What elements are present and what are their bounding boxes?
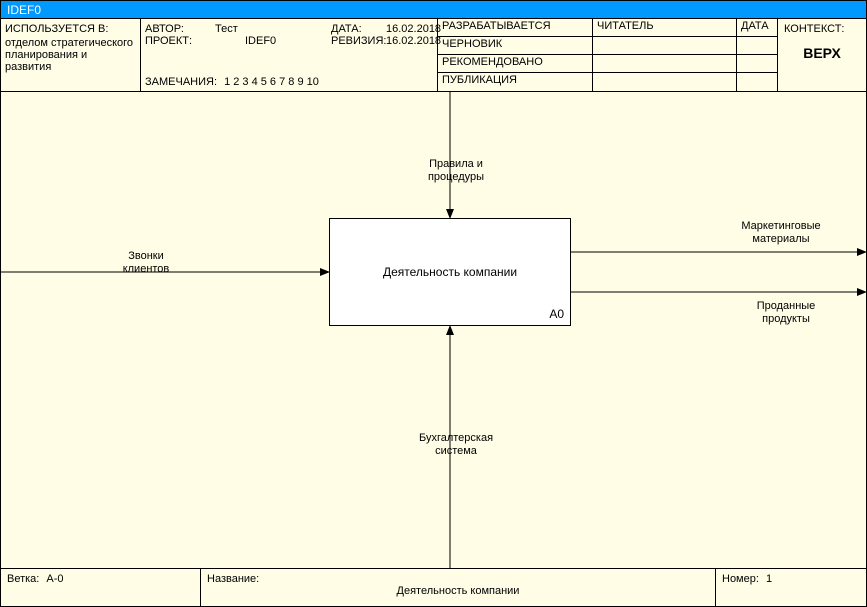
diagram-canvas: Деятельность компании A0 Звонкиклиентов … xyxy=(1,92,866,568)
input-label: Звонкиклиентов xyxy=(101,250,191,276)
activity-node-id: A0 xyxy=(549,307,564,321)
project-label: ПРОЕКТ: xyxy=(145,35,215,47)
output2-label: Проданныепродукты xyxy=(736,300,836,326)
date-label: ДАТА: xyxy=(331,23,386,35)
project-value: IDEF0 xyxy=(245,35,276,47)
context-cell: КОНТЕКСТ: ВЕРХ xyxy=(778,19,866,91)
footer-title-label: Название: xyxy=(207,573,259,585)
notes-nums: 1 2 3 4 5 6 7 8 9 10 xyxy=(224,76,319,88)
footer-number-value: 1 xyxy=(766,573,772,585)
footer-number-cell: Номер: 1 xyxy=(716,569,866,606)
activity-label: Деятельность компании xyxy=(330,265,570,279)
rev-value: 16.02.2018 xyxy=(386,35,441,47)
reader-label: ЧИТАТЕЛЬ xyxy=(593,19,737,36)
status-cell: РАЗРАБАТЫВАЕТСЯ ЧЕРНОВИК РЕКОМЕНДОВАНО П… xyxy=(438,19,593,91)
footer-node-label: Ветка: xyxy=(7,573,39,585)
control-label: Правила ипроцедуры xyxy=(416,158,496,184)
meta-cell: АВТОР: Тест ПРОЕКТ: IDEF0 ДАТА: 16.02.20… xyxy=(141,19,438,91)
header: ИСПОЛЬЗУЕТСЯ В: отделом стратегического … xyxy=(1,19,866,92)
footer-node-cell: Ветка: A-0 xyxy=(1,569,201,606)
status-recommended: РЕКОМЕНДОВАНО xyxy=(438,55,592,73)
footer-title-value: Деятельность компании xyxy=(207,585,709,597)
title-text: IDEF0 xyxy=(7,3,41,17)
mechanism-label: Бухгалтерскаясистема xyxy=(406,432,506,458)
status-draft: ЧЕРНОВИК xyxy=(438,37,592,55)
title-bar: IDEF0 xyxy=(1,1,866,19)
activity-box: Деятельность компании A0 xyxy=(329,218,571,326)
used-at-cell: ИСПОЛЬЗУЕТСЯ В: отделом стратегического … xyxy=(1,19,141,91)
used-at-value: отделом стратегического планирования и р… xyxy=(5,37,136,73)
output1-label: Маркетинговыематериалы xyxy=(726,220,836,246)
author-label: АВТОР: xyxy=(145,23,215,35)
author-value: Тест xyxy=(215,23,238,35)
status-publication: ПУБЛИКАЦИЯ xyxy=(438,73,592,91)
rev-label: РЕВИЗИЯ: xyxy=(331,35,386,47)
used-at-label: ИСПОЛЬЗУЕТСЯ В: xyxy=(5,23,136,35)
footer-number-label: Номер: xyxy=(722,573,759,585)
reader-date-label: ДАТА xyxy=(737,19,777,36)
reader-cell: ЧИТАТЕЛЬ ДАТА xyxy=(593,19,778,91)
context-value: ВЕРХ xyxy=(784,45,860,61)
date-value: 16.02.2018 xyxy=(386,23,441,35)
footer: Ветка: A-0 Название: Деятельность компан… xyxy=(1,568,866,606)
idef0-frame: IDEF0 ИСПОЛЬЗУЕТСЯ В: отделом стратегиче… xyxy=(0,0,867,607)
context-label: КОНТЕКСТ: xyxy=(784,23,844,35)
notes-label: ЗАМЕЧАНИЯ: xyxy=(145,76,217,88)
status-working: РАЗРАБАТЫВАЕТСЯ xyxy=(438,19,592,37)
footer-node-value: A-0 xyxy=(46,573,63,585)
footer-title-cell: Название: Деятельность компании xyxy=(201,569,716,606)
